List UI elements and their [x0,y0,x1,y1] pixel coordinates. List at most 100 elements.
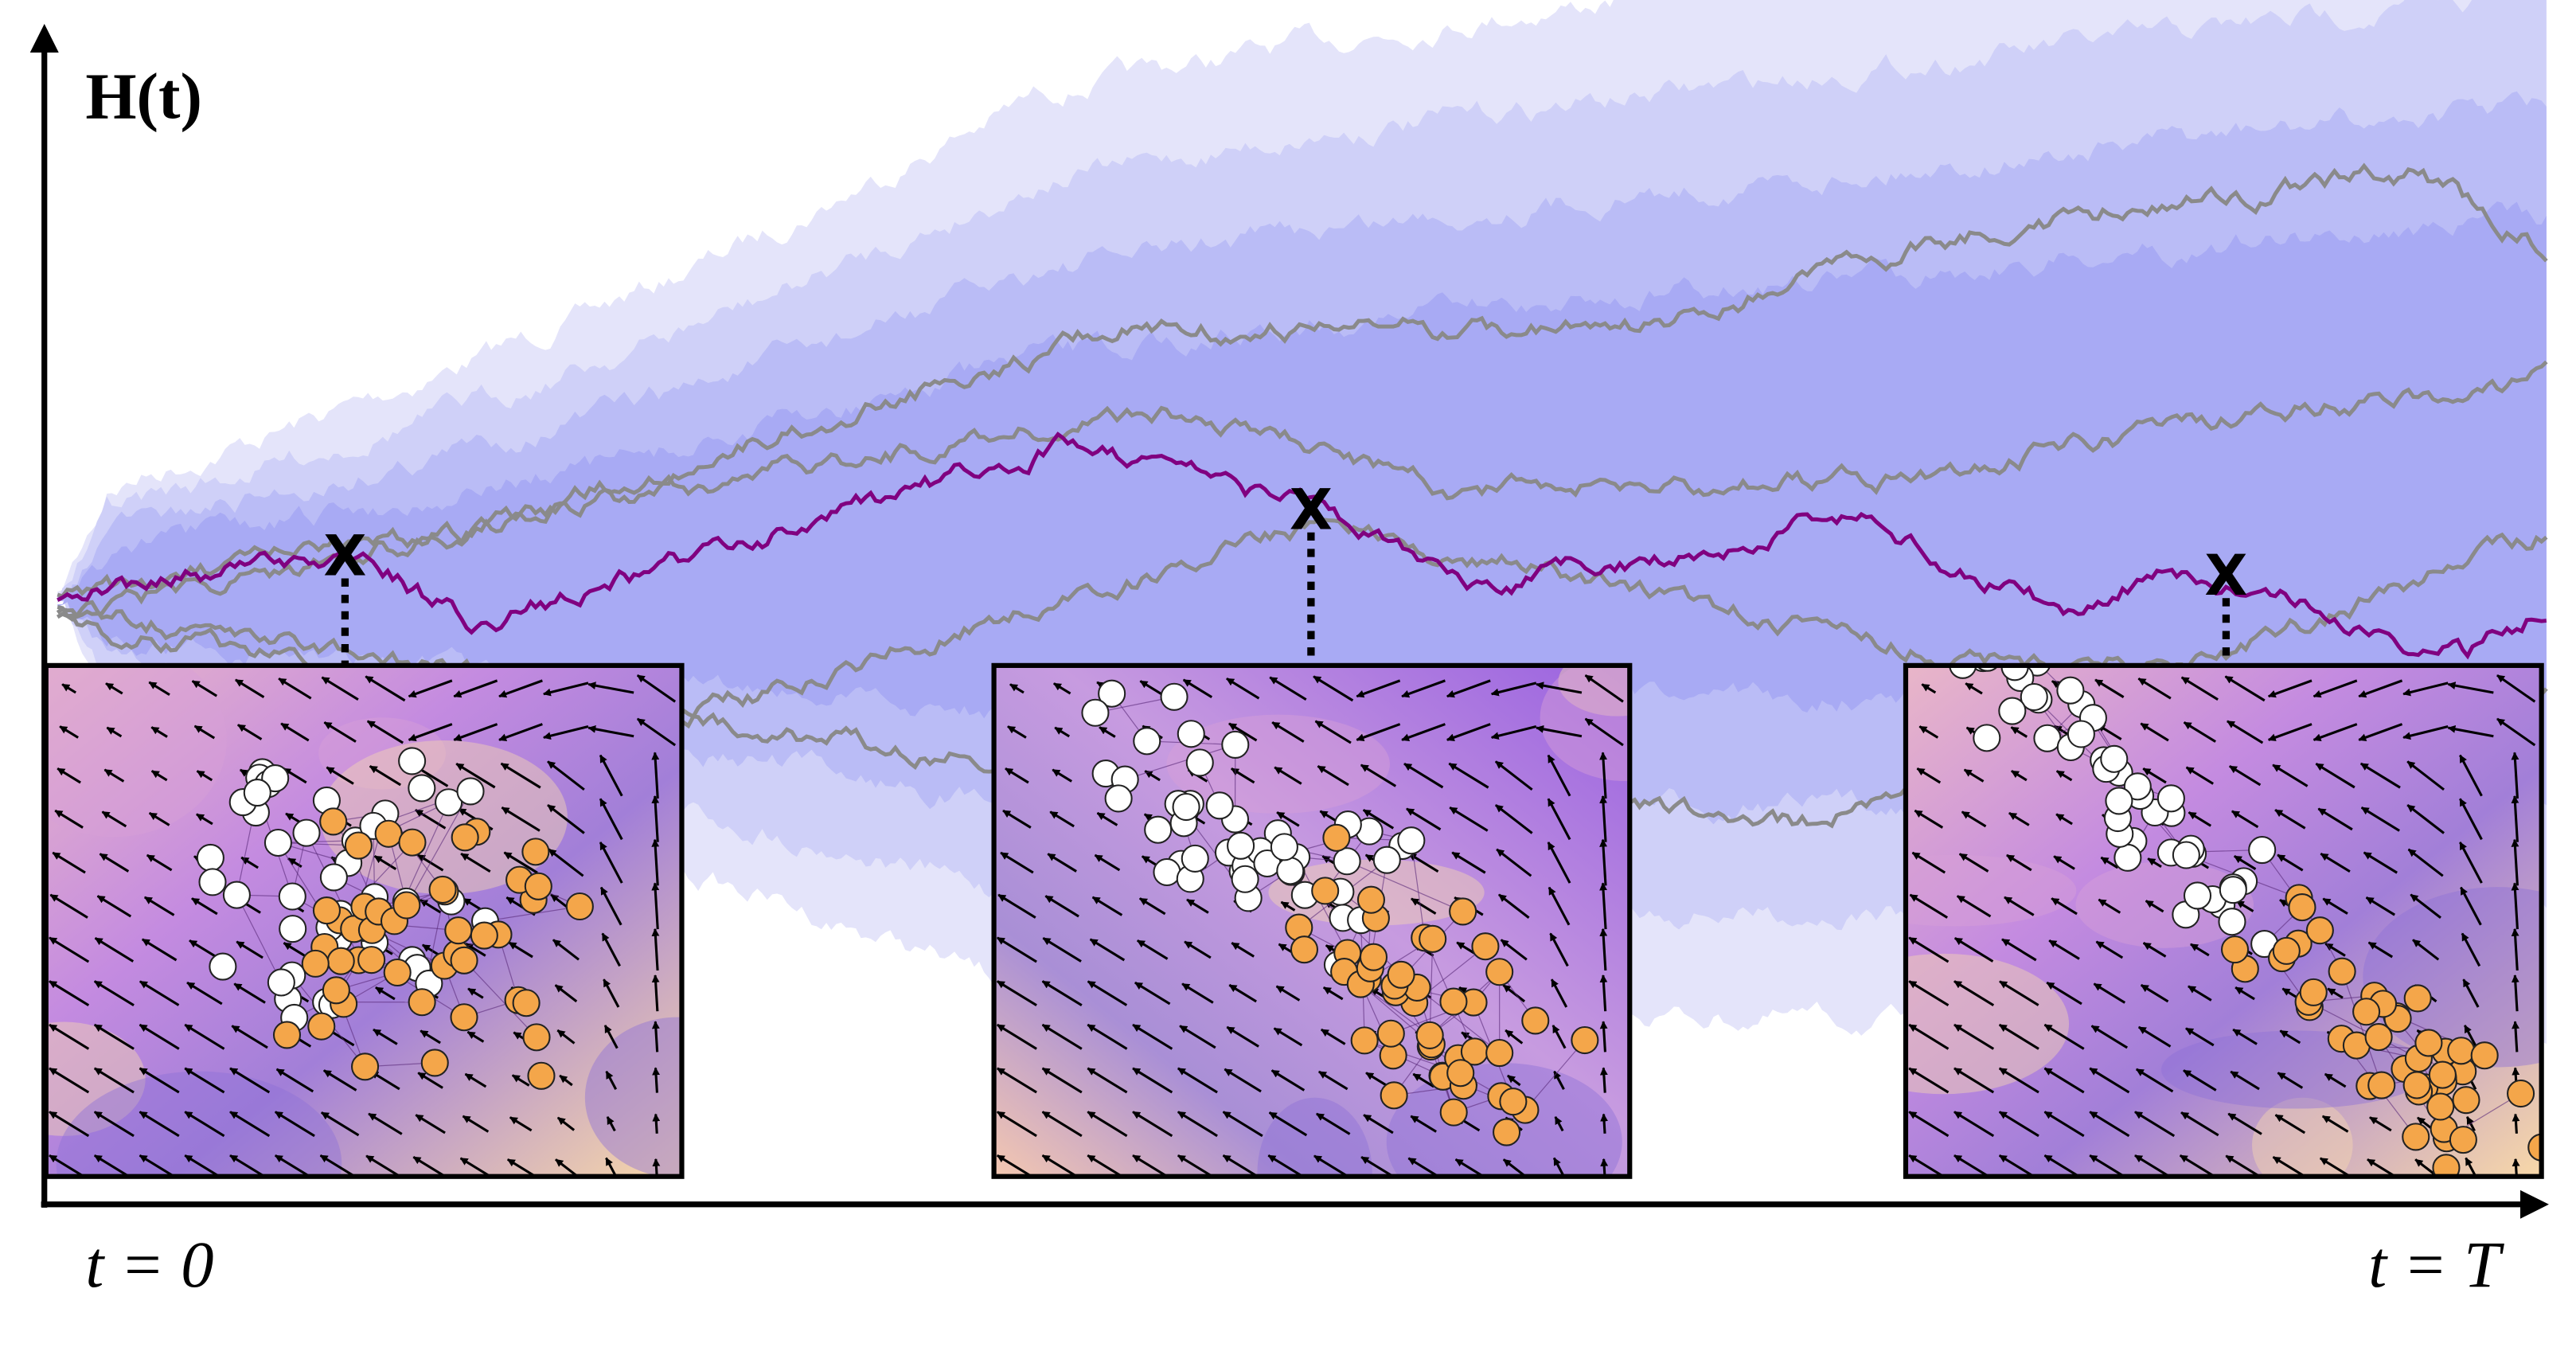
vector-arrow [1356,723,1401,741]
vector-arrow [2140,722,2169,742]
vector-arrow [2094,678,2125,698]
vector-arrow [453,723,498,741]
graph-node [1290,935,1319,964]
vector-arrow [498,679,543,698]
vector-arrow [1181,982,1214,1004]
vector-arrow [997,1023,1037,1050]
vector-arrow [2324,943,2346,957]
vector-arrow [1918,725,1939,739]
vector-arrow [1584,674,1624,703]
graph-node [1172,792,1200,822]
vector-arrow [1908,980,1950,1007]
graph-node [2305,916,2334,945]
vector-arrow [420,1029,441,1045]
marker-label: X [323,523,366,588]
graph-node [2447,1037,2476,1065]
vector-arrow [196,770,213,782]
vector-arrow [229,1067,271,1094]
vector-arrow [2277,853,2304,872]
vector-arrow [283,767,307,784]
vector-arrow [105,682,123,695]
vector-arrow [1274,766,1302,785]
vector-arrow [554,984,578,1003]
vector-arrow [235,678,265,698]
graph-node [2403,984,2432,1013]
vector-arrow [1005,767,1029,784]
vector-arrow [1179,1025,1216,1049]
inset-content [993,665,1630,1177]
graph-node [2172,841,2200,869]
graph-node [2367,1071,2396,1099]
vector-arrow [2463,1025,2478,1049]
vector-arrow [2279,1029,2301,1045]
vector-arrow [1280,900,1296,912]
vector-arrow [1042,936,1082,963]
vector-arrow [1132,1023,1173,1050]
vector-arrow [1099,726,1116,738]
vector-arrow [2234,986,2255,1001]
graph-node [307,1012,336,1041]
graph-node [222,881,251,909]
graph-node [1177,720,1205,748]
vector-arrow [2100,856,2119,869]
vector-arrow [96,895,132,918]
vector-arrow [1091,896,1123,916]
vector-arrow [2055,770,2073,782]
vector-arrow [1550,978,1568,1008]
vector-arrow [1446,679,1491,698]
vector-arrow [2043,1023,2085,1050]
vector-arrow [2327,987,2344,999]
vector-arrow [1096,811,1118,826]
graph-edge [1429,939,1434,1036]
vector-arrow [2496,717,2536,747]
vector-arrow [54,809,84,829]
vector-arrow [368,1112,403,1135]
vector-arrow [2010,726,2028,738]
vector-arrow [2402,682,2449,697]
vector-arrow [49,1023,90,1050]
vector-arrow [2231,810,2259,829]
vector-arrow [1271,721,1305,743]
graph-edge [1524,1040,1586,1111]
graph-node [351,1053,380,1081]
vector-arrow [466,1030,485,1043]
vector-arrow [1547,842,1571,884]
vector-arrow [636,717,677,747]
vector-arrow [2406,760,2445,791]
vector-arrow [651,752,660,799]
vector-arrow [1551,1025,1567,1049]
inset [991,662,1633,1179]
vector-arrow [1000,851,1034,874]
vector-arrow [2048,939,2080,960]
vector-arrow [2274,1114,2306,1135]
vector-arrow [2183,1069,2217,1092]
vector-arrow [139,1023,180,1050]
graph-edge [1411,840,1426,938]
inset-blob [1905,854,2077,927]
vector-arrow [278,678,312,700]
vector-arrow [1507,1074,1521,1087]
vector-arrow [1317,765,1349,787]
vector-arrow [1490,682,1537,697]
vector-arrow [283,942,307,958]
graph-node [1485,958,1514,986]
vector-arrow [1599,1021,1608,1053]
graph-node [408,988,436,1017]
vector-arrow [1599,838,1608,886]
vector-arrow [1087,1111,1128,1138]
graph-node [2402,1071,2431,1099]
graph-node [1270,833,1298,861]
vector-arrow [2140,983,2169,1003]
vector-arrow [2053,855,2075,870]
graph-node [1949,665,1977,679]
graph-node [527,1061,556,1090]
vector-arrow [373,855,397,871]
vector-arrow [1044,895,1079,918]
vector-arrow [2098,898,2121,914]
vector-arrow [1599,752,1608,799]
vector-arrow [148,681,170,696]
vector-arrow [2190,943,2210,957]
vector-arrow [542,682,589,697]
graph-node [2507,1079,2535,1108]
graph-node [272,1021,302,1049]
